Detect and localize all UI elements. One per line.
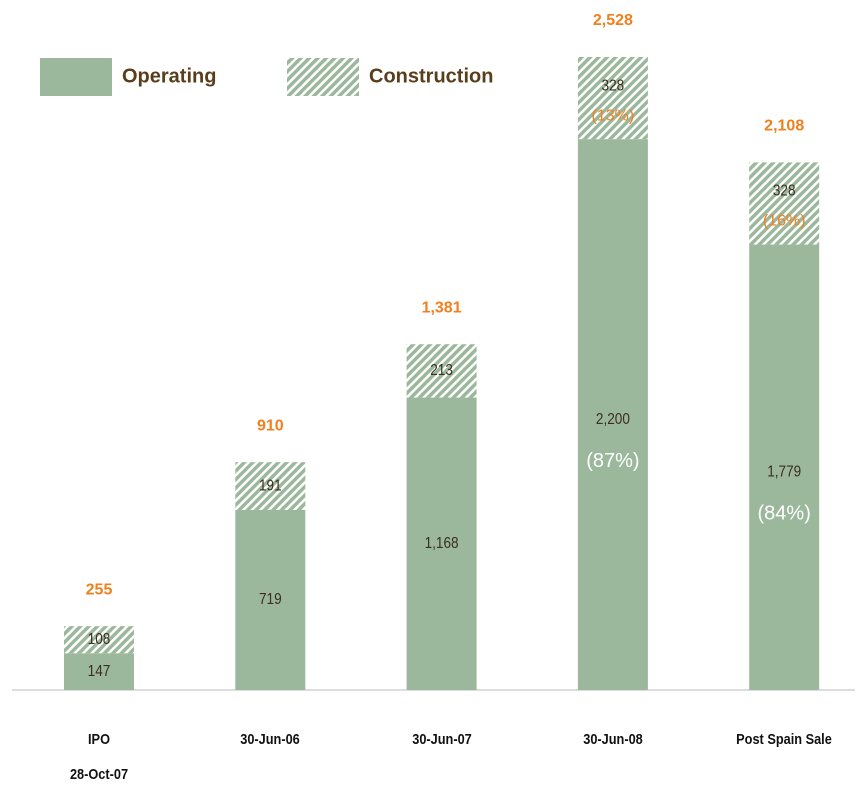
legend-swatch: [40, 58, 112, 96]
value-label: 213: [430, 362, 453, 379]
total-label: 2,528: [593, 12, 633, 29]
bar-segment: [749, 162, 820, 245]
value-label: 1,779: [767, 464, 801, 481]
bar-segment: [577, 139, 648, 690]
share-label: (13%): [592, 107, 635, 124]
share-label: (87%): [586, 450, 639, 472]
legend-label: Operating: [122, 65, 216, 87]
share-label: (84%): [758, 503, 811, 525]
x-tick-label: IPO 28-Oct-07: [69, 731, 129, 783]
x-tick-label: 30-Jun-08: [583, 731, 643, 748]
bar-segment: [406, 397, 477, 690]
share-label: (16%): [763, 213, 806, 230]
bar-segment: [64, 626, 134, 654]
bar-segment: [406, 344, 477, 398]
value-label: 147: [88, 663, 111, 680]
legend-label: Construction: [369, 65, 493, 87]
legend-swatch: [287, 58, 359, 96]
bar-segment: [235, 462, 306, 510]
value-label: 2,200: [596, 411, 630, 428]
value-label: 191: [259, 477, 282, 494]
value-label: 1,168: [425, 535, 459, 552]
x-tick-label: Post Spain Sale: [736, 731, 833, 748]
value-label: 108: [88, 631, 111, 648]
total-label: 255: [86, 581, 113, 598]
value-label: 328: [602, 77, 625, 94]
x-tick-label: 30-Jun-07: [411, 731, 472, 748]
total-label: 910: [257, 417, 284, 434]
bar-segment: [577, 57, 648, 140]
bar-segment: [235, 509, 306, 690]
bar-segment: [64, 653, 134, 690]
value-label: 719: [259, 591, 282, 608]
x-tick-label: 30-Jun-06: [240, 731, 301, 748]
bar-segment: [749, 244, 820, 691]
total-label: 2,108: [764, 117, 804, 134]
total-label: 1,381: [422, 299, 462, 316]
value-label: 328: [773, 183, 796, 200]
